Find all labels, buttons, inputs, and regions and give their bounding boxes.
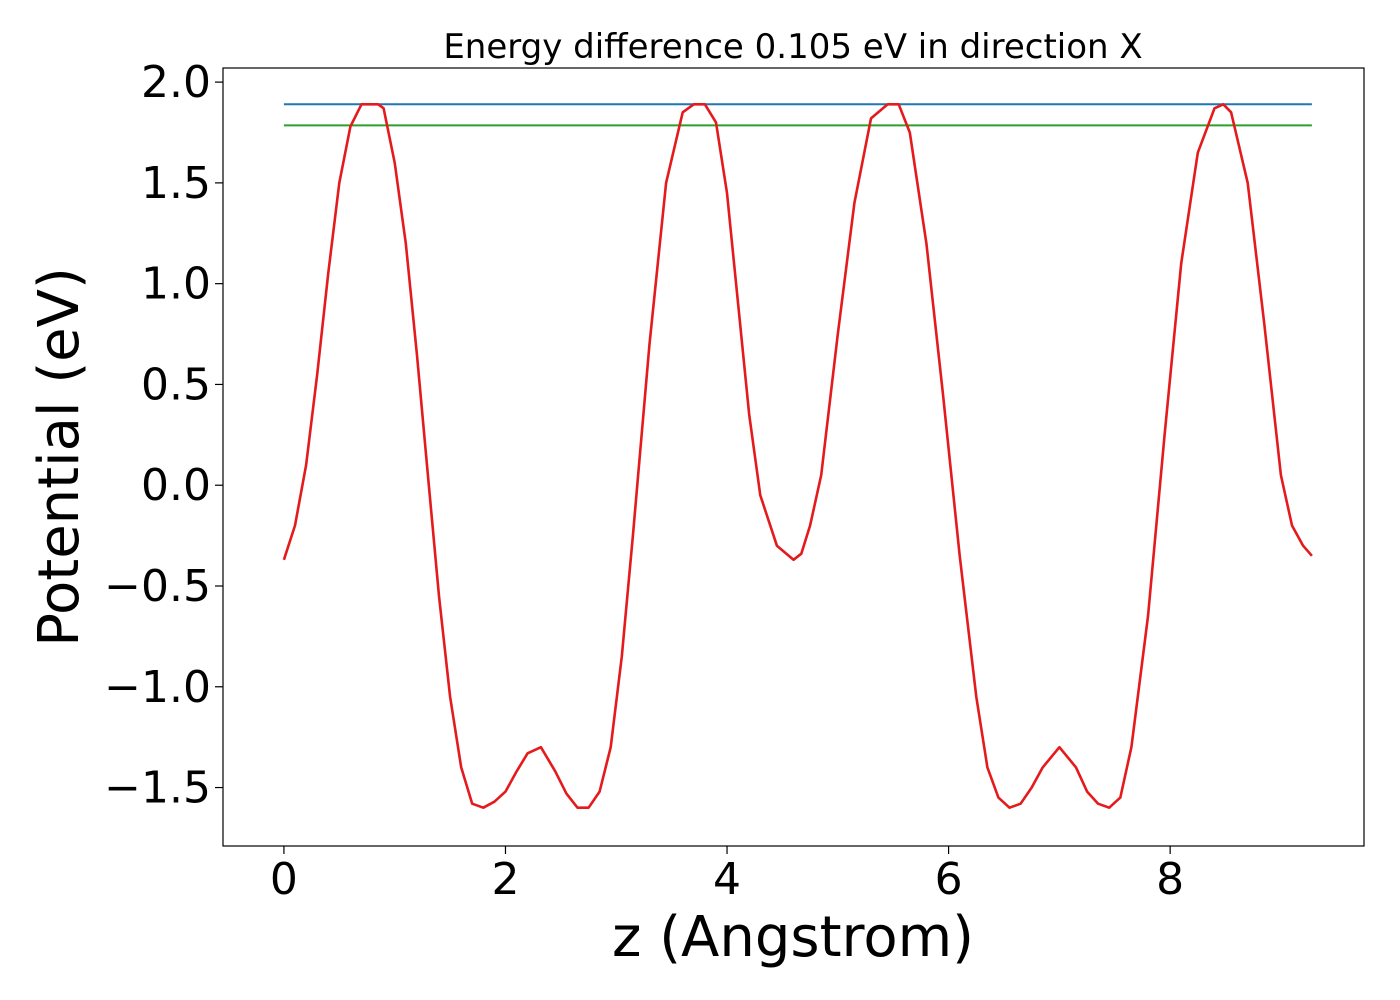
x-tick-label: 2	[491, 854, 519, 905]
x-tick-label: 4	[713, 854, 741, 905]
y-tick-label: −1.0	[104, 662, 211, 713]
y-tick-label: −0.5	[104, 561, 211, 612]
x-axis-label: z (Angstrom)	[612, 905, 974, 970]
y-axis-label: Potential (eV)	[27, 267, 92, 647]
x-tick-label: 0	[270, 854, 298, 905]
x-tick-label: 6	[935, 854, 963, 905]
series-line-3	[282, 103, 1313, 810]
plot-frame	[222, 67, 1365, 847]
chart-title: Energy difference 0.105 eV in direction …	[443, 27, 1142, 67]
y-tick-label: 1.5	[141, 158, 211, 209]
y-tick-label: 0.0	[141, 460, 211, 511]
y-tick-label: 2.0	[141, 57, 211, 108]
y-tick-label: 1.0	[141, 259, 211, 310]
y-tick-label: −1.5	[104, 763, 211, 814]
x-tick-label: 8	[1156, 854, 1184, 905]
plot-area	[282, 103, 1313, 810]
x-axis: 0 2 4 6 8	[270, 846, 1184, 905]
y-axis: −1.5 −1.0 −0.5 0.0 0.5 1.0 1.5 2.0	[104, 57, 223, 814]
y-tick-label: 0.5	[141, 359, 211, 410]
